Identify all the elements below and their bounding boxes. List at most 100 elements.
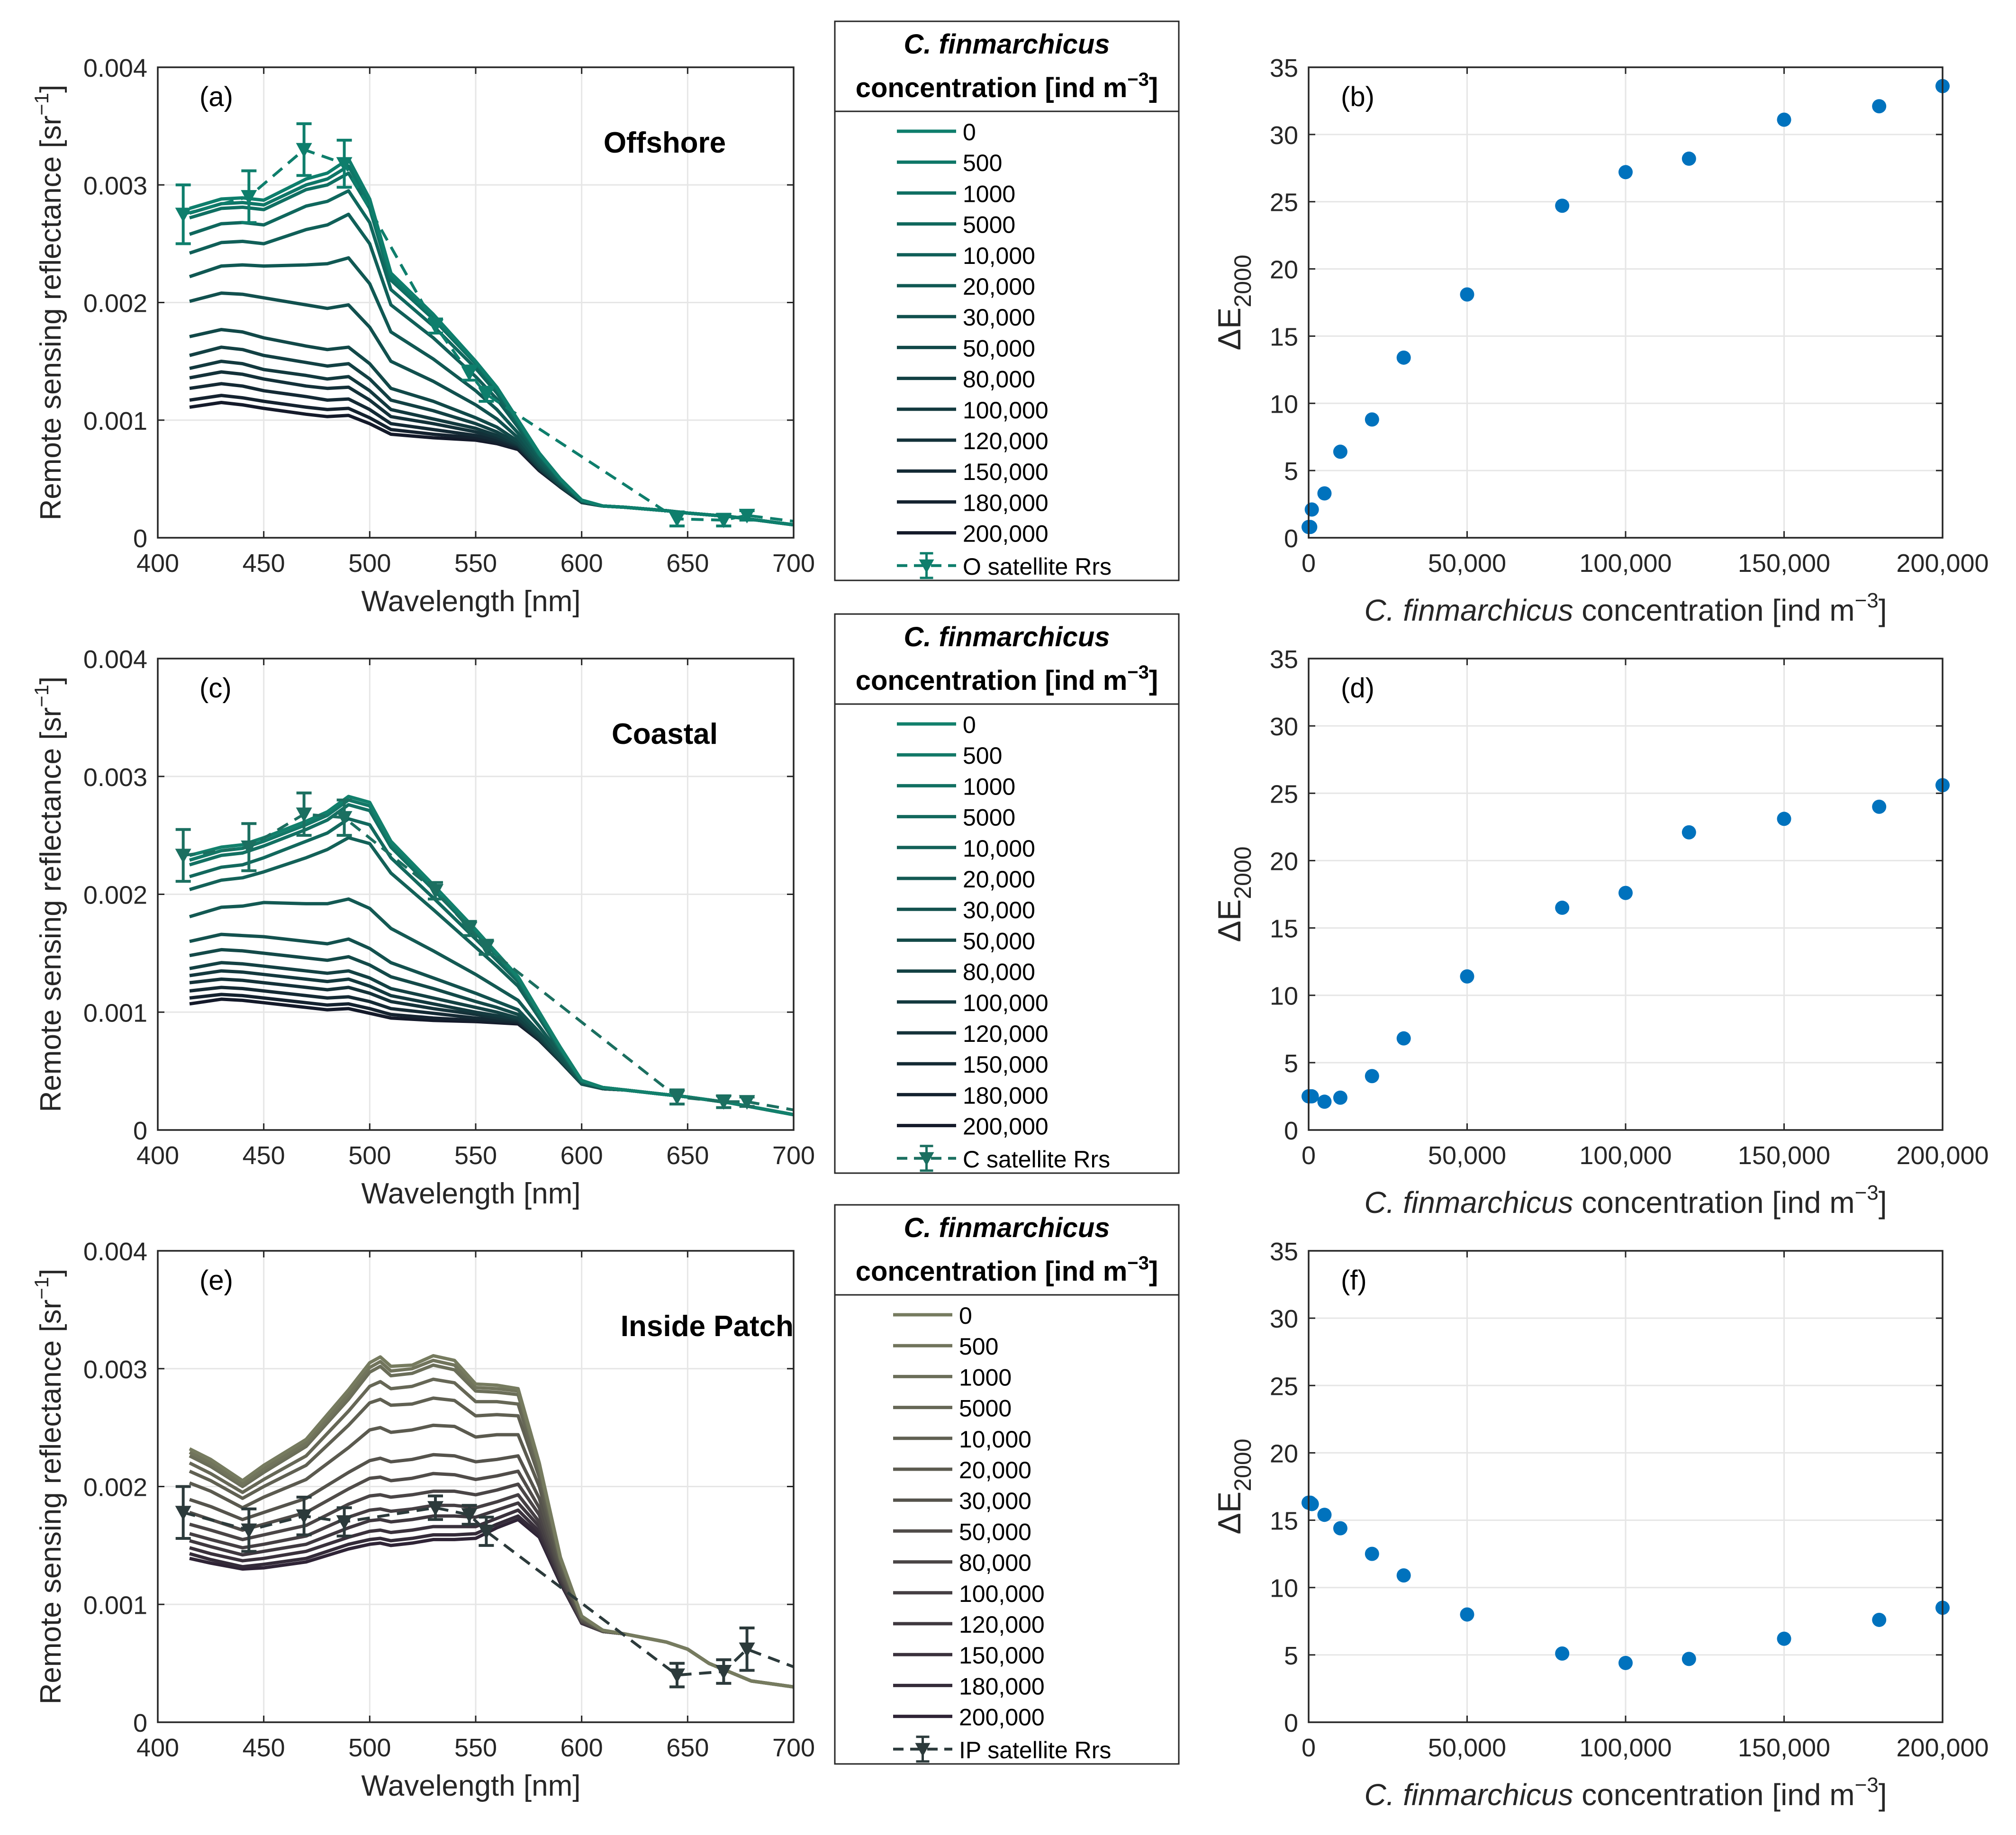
panel-f-ytick-label: 15 — [1270, 1507, 1298, 1536]
scatter-point-d — [1682, 825, 1696, 840]
legend-entry-a: 10,000 — [963, 243, 1035, 269]
legend-sat-marker-e — [915, 1743, 931, 1757]
panel-e-xtick-label: 700 — [772, 1734, 815, 1762]
legend-entry-e: 200,000 — [959, 1704, 1045, 1731]
legend-entry-e: 150,000 — [959, 1642, 1045, 1669]
legend-entry-e: 5000 — [959, 1395, 1012, 1422]
scatter-point-d — [1460, 969, 1474, 984]
satellite-marker-c — [461, 922, 478, 937]
satellite-marker-c — [715, 1095, 732, 1110]
scatter-point-d — [1333, 1090, 1347, 1105]
scatter-point-d — [1872, 799, 1887, 814]
legend-entry-e: 500 — [959, 1333, 998, 1360]
panel-b-ytick-label: 35 — [1270, 54, 1298, 82]
site-label-a: Offshore — [604, 127, 726, 159]
panel-a-xtick-label: 550 — [454, 549, 497, 578]
ylabel-d: ΔE2000 — [1211, 846, 1256, 942]
ylabel-a: Remote sensing reflectance [sr−1] — [30, 85, 67, 521]
panel-e-ytick-label: 0 — [133, 1709, 147, 1737]
legend-entry-a: 50,000 — [963, 335, 1035, 362]
panel-b-ytick-label: 25 — [1270, 189, 1298, 217]
scatter-point-d — [1618, 886, 1633, 900]
scatter-panel-f: 0 50,000 100,000 150,000 200,000 0 5 10 15 20 25 30… — [1211, 1238, 1989, 1812]
scatter-point-d — [1777, 812, 1791, 826]
site-label-c: Coastal — [612, 718, 718, 750]
panel-label-e: (e) — [199, 1265, 233, 1296]
satellite-marker-a — [715, 513, 732, 528]
satellite-marker-c — [478, 940, 495, 956]
scatter-point-b — [1777, 112, 1791, 127]
panel-d-ytick-label: 20 — [1270, 847, 1298, 876]
ylabel-sub: 2000 — [1229, 846, 1256, 899]
panel-c-xtick-label: 550 — [454, 1141, 497, 1170]
scatter-point-d — [1396, 1031, 1411, 1046]
satellite-marker-c — [175, 849, 191, 864]
scatter-point-b — [1682, 151, 1696, 166]
panel-d-xtick-label: 150,000 — [1738, 1141, 1830, 1170]
legend-entry-c: 1000 — [963, 773, 1015, 800]
panel-c-ytick-label: 0 — [133, 1117, 147, 1145]
panel-e-ytick-label: 0.002 — [83, 1473, 147, 1502]
legend-a: C. finmarchicus concentration [ind m−3] 0 5… — [834, 20, 1180, 581]
scatter-point-b — [1317, 486, 1332, 501]
satellite-marker-a — [739, 508, 755, 524]
panel-c-xtick-label: 700 — [772, 1141, 815, 1170]
xlabel-rest: concentration [ind m — [1573, 1778, 1854, 1812]
panel-b-xtick-label: 0 — [1302, 549, 1316, 578]
legend-sat-label-c: C satellite Rrs — [963, 1146, 1110, 1173]
satellite-marker-c — [669, 1090, 685, 1105]
xlabel-a: Wavelength [nm] — [362, 585, 581, 618]
scatter-point-f — [1872, 1612, 1887, 1627]
legend-entry-a: 120,000 — [963, 428, 1049, 454]
legend-entry-a: 80,000 — [963, 366, 1035, 393]
spectra-panel-a: 400 450 500 550 600 650 700 0 0.001 0.002 0.003 0.0… — [30, 54, 815, 618]
satellite-marker-a — [427, 319, 444, 334]
panel-d-ytick-label: 10 — [1270, 982, 1298, 1011]
legend-entry-e: 1000 — [959, 1364, 1012, 1391]
satellite-line-c — [183, 813, 794, 1112]
legend-entry-a: 5000 — [963, 212, 1015, 238]
panel-label-b: (b) — [1341, 81, 1374, 112]
xlabel-f: C. finmarchicus concentration [ind m−3] — [1364, 1773, 1887, 1812]
satellite-marker-e — [175, 1506, 191, 1521]
xlabel-rest: concentration [ind m — [1573, 1185, 1854, 1220]
legend-entry-c: 150,000 — [963, 1051, 1049, 1078]
scatter-point-b — [1333, 444, 1347, 459]
scatter-point-b — [1304, 502, 1319, 517]
legend-entry-a: 1000 — [963, 181, 1015, 207]
panel-b-ytick-label: 10 — [1270, 390, 1298, 418]
panel-c-xtick-label: 650 — [666, 1141, 709, 1170]
panel-e-ytick-label: 0.001 — [83, 1591, 147, 1619]
legend-title-close: ] — [1149, 1256, 1158, 1287]
panel-b-ytick-label: 20 — [1270, 256, 1298, 284]
panel-e-xtick-label: 600 — [561, 1734, 603, 1762]
spectrum-line-a-10000 — [189, 212, 794, 527]
panel-e-xtick-label: 550 — [454, 1734, 497, 1762]
panel-a-ytick-label: 0 — [133, 524, 147, 553]
panel-d-ytick-label: 35 — [1270, 645, 1298, 674]
scatter-point-f — [1396, 1568, 1411, 1583]
panel-f-ytick-label: 35 — [1270, 1238, 1298, 1266]
legend-title-exp: −3 — [1127, 1253, 1149, 1274]
ylabel-close: ] — [35, 677, 67, 685]
legend-entry-e: 120,000 — [959, 1611, 1045, 1638]
spectrum-line-e-500 — [189, 1358, 794, 1689]
panel-f-ytick-label: 5 — [1284, 1642, 1298, 1670]
panel-c-ytick-label: 0.004 — [83, 645, 147, 674]
legend-entry-c: 20,000 — [963, 866, 1035, 893]
ylabel-close: ] — [35, 1269, 67, 1277]
panel-d-xtick-label: 100,000 — [1579, 1141, 1672, 1170]
panel-f-xtick-label: 50,000 — [1428, 1734, 1506, 1762]
legend-entry-a: 20,000 — [963, 273, 1035, 300]
legend-entry-e: 100,000 — [959, 1581, 1045, 1607]
legend-entry-a: 180,000 — [963, 489, 1049, 516]
panel-e-ytick-label: 0.003 — [83, 1356, 147, 1384]
ylabel-b: ΔE2000 — [1211, 254, 1256, 350]
satellite-marker-e — [669, 1668, 685, 1683]
legend-title-text: concentration [ind m — [856, 665, 1128, 696]
scatter-point-d — [1304, 1089, 1319, 1103]
panel-e-plot-area — [175, 1354, 794, 1689]
panel-d-ytick-label: 25 — [1270, 780, 1298, 808]
legend-sat-marker-a — [919, 559, 934, 573]
